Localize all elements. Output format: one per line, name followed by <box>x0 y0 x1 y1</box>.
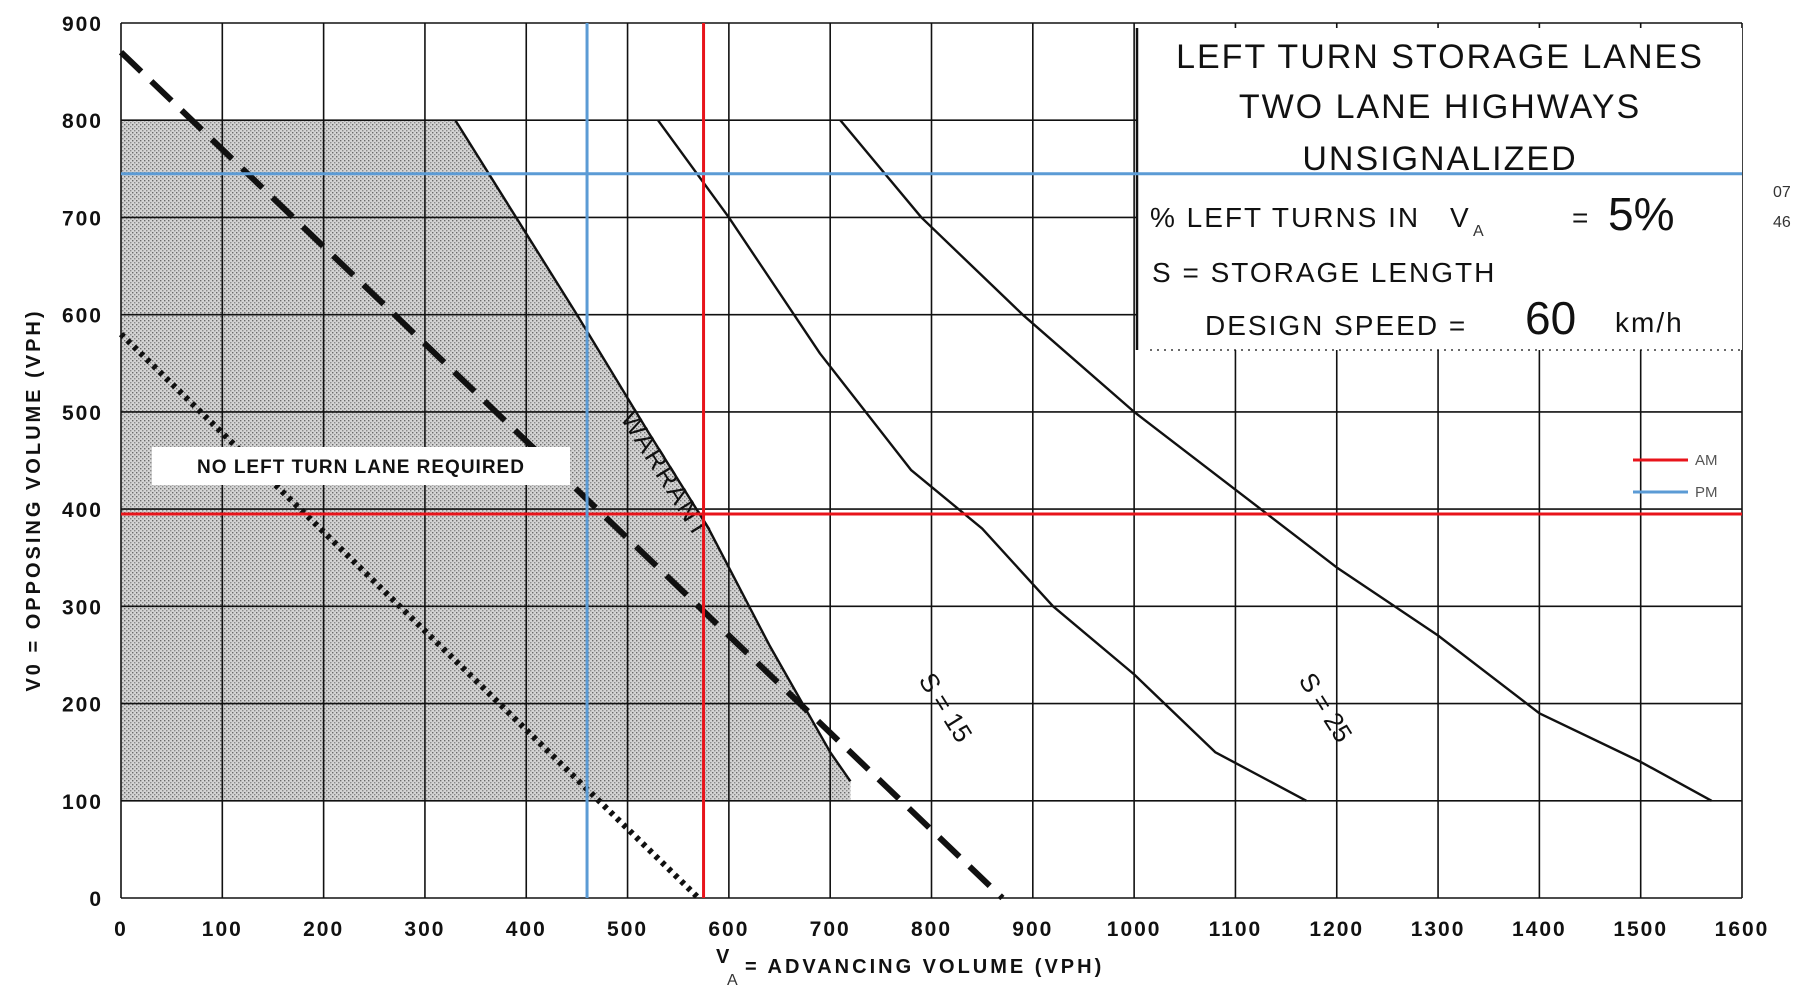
reference-lines <box>121 23 1742 898</box>
left-turns-sub: A <box>1473 223 1484 240</box>
left-turns-value: 5% <box>1608 188 1674 240</box>
x-tick-label: 1600 <box>1715 918 1770 941</box>
edge-text-2: 46 <box>1773 214 1791 231</box>
x-tick-label: 100 <box>202 918 243 941</box>
legend-pm-label: PM <box>1695 484 1718 501</box>
x-tick-label: 1000 <box>1107 918 1162 941</box>
x-tick-label: 1500 <box>1613 918 1668 941</box>
x-axis-sub: A <box>727 972 738 989</box>
edge-text-1: 07 <box>1773 184 1791 201</box>
tick-labels: 0 100 200 300 400 500 600 700 800 900 1000 1100 1200… <box>62 13 1770 941</box>
legend-am-label: AM <box>1695 452 1718 469</box>
x-tick-label: 1200 <box>1309 918 1364 941</box>
x-tick-label: 700 <box>810 918 851 941</box>
curve-warrant <box>454 119 852 783</box>
x-tick-label: 600 <box>708 918 749 941</box>
y-tick-label: 200 <box>62 694 103 717</box>
chart-title-line-1: LEFT TURN STORAGE LANES <box>1176 38 1704 76</box>
region-label: NO LEFT TURN LANE REQUIRED <box>197 457 525 478</box>
x-tick-label: 800 <box>911 918 952 941</box>
y-tick-label: 500 <box>62 402 103 425</box>
x-axis-label: = ADVANCING VOLUME (VPH) <box>745 956 1104 978</box>
storage-label: S = STORAGE LENGTH <box>1152 257 1496 288</box>
chart-title-line-2: TWO LANE HIGHWAYS <box>1239 88 1641 126</box>
x-tick-label: 900 <box>1012 918 1053 941</box>
x-tick-label: 1400 <box>1512 918 1567 941</box>
title-box <box>1137 28 1742 350</box>
x-tick-label: 200 <box>303 918 344 941</box>
x-tick-label: 1100 <box>1209 918 1263 941</box>
x-tick-label: 0 <box>114 918 128 941</box>
design-speed-value: 60 <box>1525 292 1576 344</box>
x-tick-label: 1300 <box>1411 918 1466 941</box>
y-tick-label: 400 <box>62 499 103 522</box>
left-turns-eq: = <box>1572 202 1590 233</box>
x-tick-label: 400 <box>506 918 547 941</box>
curve-s-25 <box>839 119 1713 802</box>
legend: AM PM <box>1633 452 1718 501</box>
y-axis-label: V0 = OPPOSING VOLUME (VPH) <box>23 308 45 691</box>
x-tick-label: 500 <box>607 918 648 941</box>
x-axis-var: V <box>716 946 732 968</box>
y-tick-label: 900 <box>62 13 103 36</box>
s15-label: S = 15 <box>913 667 979 747</box>
x-tick-label: 300 <box>404 918 445 941</box>
y-tick-label: 300 <box>62 596 103 619</box>
y-tick-label: 700 <box>62 207 103 230</box>
curve-s-15 <box>656 119 1307 802</box>
y-tick-label: 800 <box>62 110 103 133</box>
design-speed-unit: km/h <box>1615 307 1684 338</box>
chart-title-line-3: UNSIGNALIZED <box>1302 140 1577 178</box>
y-tick-label: 600 <box>62 305 103 328</box>
design-speed-label: DESIGN SPEED = <box>1205 310 1467 341</box>
y-tick-label: 0 <box>89 888 103 911</box>
left-turns-label: % LEFT TURNS IN <box>1150 202 1420 233</box>
y-tick-label: 100 <box>62 791 103 814</box>
s25-label: S = 25 <box>1293 667 1359 747</box>
region-label-box <box>152 447 570 485</box>
left-turns-var: V <box>1450 202 1471 233</box>
